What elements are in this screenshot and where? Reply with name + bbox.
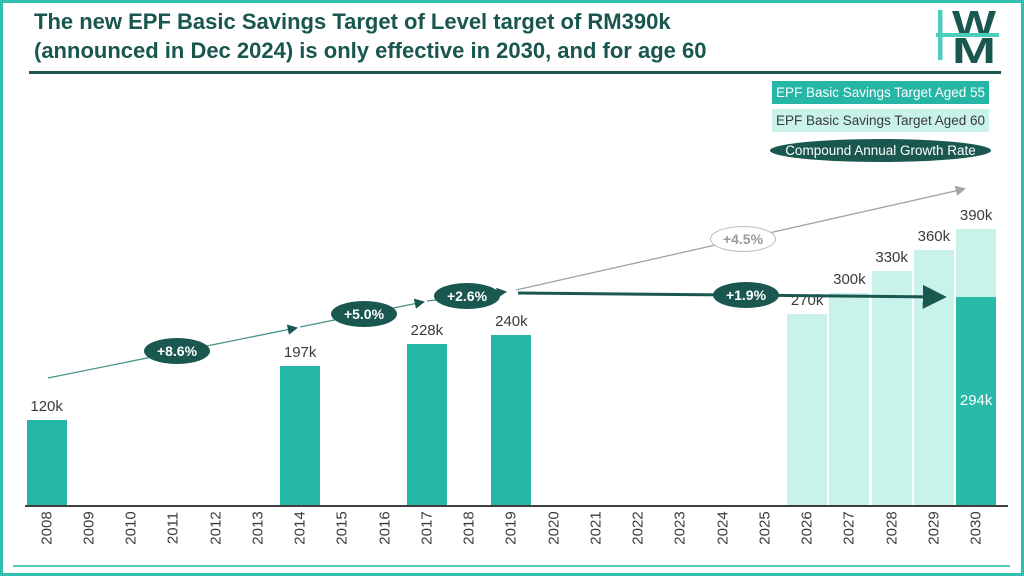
axis-year-label-2030: 2030 bbox=[967, 511, 985, 545]
title-divider bbox=[29, 71, 1001, 74]
axis-year-label-2021: 2021 bbox=[587, 511, 605, 545]
page-title: The new EPF Basic Savings Target of Leve… bbox=[34, 7, 706, 65]
bar-2017 bbox=[406, 343, 447, 505]
page-title-line1: The new EPF Basic Savings Target of Leve… bbox=[34, 9, 671, 34]
wm-logo-icon: W M bbox=[936, 4, 999, 66]
cagr-badge-1.9: +1.9% bbox=[713, 282, 779, 308]
axis-year-label-2017: 2017 bbox=[418, 511, 436, 545]
axis-year-label-2026: 2026 bbox=[798, 511, 816, 545]
bar-2029 bbox=[913, 250, 954, 505]
axis-year-label-2011: 2011 bbox=[164, 511, 182, 545]
cagr-badge-8.6: +8.6% bbox=[144, 338, 210, 364]
axis-year-label-2016: 2016 bbox=[376, 511, 394, 545]
bar-value-label-2008: 120k bbox=[30, 398, 63, 416]
legend-item-aged-60: EPF Basic Savings Target Aged 60 bbox=[772, 109, 989, 132]
axis-year-label-2019: 2019 bbox=[502, 511, 520, 545]
axis-year-label-2014: 2014 bbox=[291, 511, 309, 545]
axis-year-label-2008: 2008 bbox=[38, 511, 56, 545]
axis-year-label-2023: 2023 bbox=[671, 511, 689, 545]
legend-item-aged-55: EPF Basic Savings Target Aged 55 bbox=[772, 81, 989, 104]
bar-2030-aged55-segment: 294k bbox=[956, 296, 997, 505]
cagr-badge-4.5: +4.5% bbox=[710, 226, 776, 252]
legend-item-cagr: Compound Annual Growth Rate bbox=[770, 139, 991, 162]
bar-value-label-2014: 197k bbox=[283, 343, 317, 361]
bar-value-label-2028: 330k bbox=[875, 249, 908, 267]
svg-text:W: W bbox=[952, 4, 996, 44]
bar-2030: 294k bbox=[956, 228, 997, 505]
bar-2026 bbox=[787, 313, 828, 505]
bar-value-label-2017: 228k bbox=[410, 321, 444, 339]
axis-year-label-2028: 2028 bbox=[883, 511, 901, 545]
axis-year-label-2020: 2020 bbox=[545, 511, 563, 545]
bar-value-label-2027: 300k bbox=[833, 270, 866, 288]
axis-year-label-2012: 2012 bbox=[207, 511, 225, 545]
axis-year-label-2024: 2024 bbox=[714, 511, 732, 545]
axis-year-label-2013: 2013 bbox=[249, 511, 267, 545]
x-axis-line bbox=[25, 505, 1008, 507]
axis-year-label-2022: 2022 bbox=[629, 511, 647, 545]
cagr-badge-2.6: +2.6% bbox=[434, 283, 500, 309]
axis-year-label-2025: 2025 bbox=[756, 511, 774, 545]
axis-year-label-2029: 2029 bbox=[925, 511, 943, 545]
bar-2028 bbox=[871, 271, 912, 505]
axis-year-label-2010: 2010 bbox=[122, 511, 140, 545]
bar-2014 bbox=[280, 365, 321, 505]
bar-2008 bbox=[26, 420, 67, 505]
footer-rule bbox=[13, 565, 1010, 567]
bar-overlay-value-label: 294k bbox=[959, 392, 993, 410]
bar-value-label-2029: 360k bbox=[917, 228, 951, 246]
bar-value-label-2030: 390k bbox=[959, 206, 993, 224]
page-title-line2: (announced in Dec 2024) is only effectiv… bbox=[34, 38, 707, 63]
bar-2027 bbox=[829, 292, 870, 505]
bar-value-label-2026: 270k bbox=[790, 291, 824, 309]
axis-year-label-2027: 2027 bbox=[840, 511, 858, 545]
axis-year-label-2009: 2009 bbox=[80, 511, 98, 545]
bar-2019 bbox=[491, 335, 532, 505]
cagr-badge-5.0: +5.0% bbox=[331, 301, 397, 327]
axis-year-label-2015: 2015 bbox=[333, 511, 351, 545]
bar-value-label-2019: 240k bbox=[495, 313, 528, 331]
axis-year-label-2018: 2018 bbox=[460, 511, 478, 545]
